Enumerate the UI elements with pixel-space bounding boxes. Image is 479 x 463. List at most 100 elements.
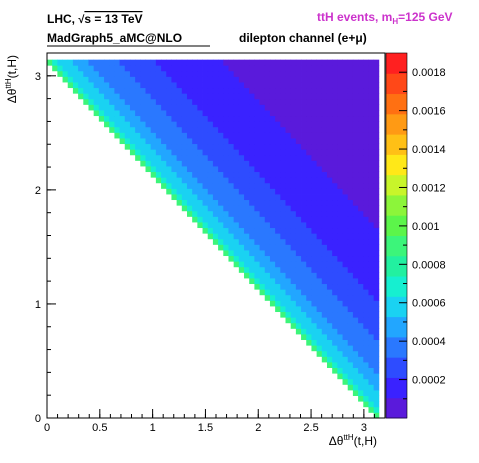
heatmap-cell	[119, 98, 126, 105]
heatmap-cell	[275, 126, 281, 133]
heatmap-cell	[290, 110, 297, 117]
heatmap-cell	[202, 59, 209, 66]
heatmap-cell	[181, 138, 188, 145]
heatmap-cell	[202, 115, 209, 122]
heatmap-cell	[88, 65, 95, 72]
heatmap-cell	[316, 311, 323, 318]
heatmap-cell	[358, 356, 364, 363]
heatmap-cell	[275, 160, 281, 167]
heatmap-cell	[238, 177, 245, 184]
heatmap-cell	[124, 143, 131, 150]
heatmap-cell	[326, 339, 333, 346]
heatmap-cell	[358, 166, 364, 173]
heatmap-cell	[290, 227, 297, 234]
heatmap-cell	[145, 149, 152, 156]
heatmap-cell	[373, 272, 380, 279]
heatmap-cell	[269, 222, 276, 229]
heatmap-cell	[337, 121, 343, 128]
heatmap-cell	[228, 104, 235, 111]
heatmap-cell	[301, 294, 307, 301]
heatmap-cell	[264, 272, 271, 279]
heatmap-cell	[332, 154, 338, 161]
heatmap-cell	[186, 149, 193, 156]
heatmap-cell	[342, 334, 349, 341]
heatmap-cell	[342, 115, 349, 122]
heatmap-cell	[373, 378, 380, 385]
heatmap-cell	[259, 222, 266, 229]
heatmap-cell	[358, 300, 364, 307]
heatmap-cell	[259, 160, 266, 167]
heatmap-cell	[352, 345, 359, 352]
heatmap-cell	[186, 87, 193, 94]
heatmap-cell	[295, 110, 302, 117]
heatmap-cell	[98, 93, 105, 100]
heatmap-cell	[306, 334, 312, 341]
heatmap-cell	[290, 82, 297, 89]
heatmap-cell	[244, 160, 250, 167]
heatmap-cell	[264, 126, 271, 133]
heatmap-cell	[368, 334, 375, 341]
heatmap-cell	[244, 205, 250, 212]
heatmap-cell	[109, 98, 115, 105]
heatmap-cell	[145, 82, 152, 89]
heatmap-cell	[275, 210, 281, 217]
heatmap-cell	[280, 255, 286, 262]
heatmap-cell	[373, 238, 380, 245]
heatmap-cell	[306, 300, 312, 307]
heatmap-cell	[135, 104, 141, 111]
heatmap-cell	[269, 238, 276, 245]
heatmap-cell	[290, 272, 297, 279]
heatmap-cell	[218, 188, 224, 195]
heatmap-cell	[233, 210, 240, 217]
heatmap-cell	[269, 126, 276, 133]
heatmap-cell	[192, 143, 198, 150]
heatmap-cell	[212, 222, 219, 229]
heatmap-cell	[306, 250, 312, 257]
heatmap-cell	[192, 160, 198, 167]
heatmap-cell	[311, 244, 318, 251]
heatmap-cell	[321, 154, 328, 161]
heatmap-cell	[290, 160, 297, 167]
heatmap-cell	[295, 182, 302, 189]
heatmap-cell	[207, 194, 214, 201]
heatmap-cell	[347, 166, 354, 173]
heatmap-cell	[373, 362, 380, 369]
heatmap-cell	[228, 132, 235, 139]
heatmap-cell	[93, 110, 100, 117]
heatmap-cell	[254, 132, 260, 139]
heatmap-cell	[337, 132, 343, 139]
heatmap-cell	[161, 65, 167, 72]
heatmap-cell	[83, 98, 89, 105]
heatmap-cell	[119, 82, 126, 89]
heatmap-cell	[363, 87, 369, 94]
heatmap-cell	[269, 138, 276, 145]
heatmap-cell	[373, 154, 380, 161]
heatmap-cell	[332, 311, 338, 318]
heatmap-cell	[363, 384, 369, 391]
heatmap-cell	[228, 121, 235, 128]
z-tick-label: 0.0016	[412, 106, 446, 118]
heatmap-cell	[306, 115, 312, 122]
heatmap-cell	[259, 244, 266, 251]
heatmap-cell	[244, 59, 250, 66]
heatmap-cell	[233, 227, 240, 234]
heatmap-cell	[161, 154, 167, 161]
heatmap-cell	[249, 250, 255, 257]
heatmap-cell	[301, 205, 307, 212]
heatmap-cell	[311, 87, 318, 94]
heatmap-cell	[285, 59, 292, 66]
heatmap-cell	[150, 76, 157, 83]
heatmap-cell	[358, 238, 364, 245]
heatmap-cell	[311, 289, 318, 296]
heatmap-cell	[233, 194, 240, 201]
heatmap-cell	[321, 76, 328, 83]
heatmap-cell	[347, 115, 354, 122]
heatmap-cell	[181, 70, 188, 77]
heatmap-cell	[228, 70, 235, 77]
heatmap-cell	[321, 350, 328, 357]
heatmap-cell	[135, 143, 141, 150]
heatmap-cell	[352, 306, 359, 313]
heatmap-cell	[88, 104, 95, 111]
heatmap-cell	[347, 65, 354, 72]
heatmap-cell	[218, 65, 224, 72]
